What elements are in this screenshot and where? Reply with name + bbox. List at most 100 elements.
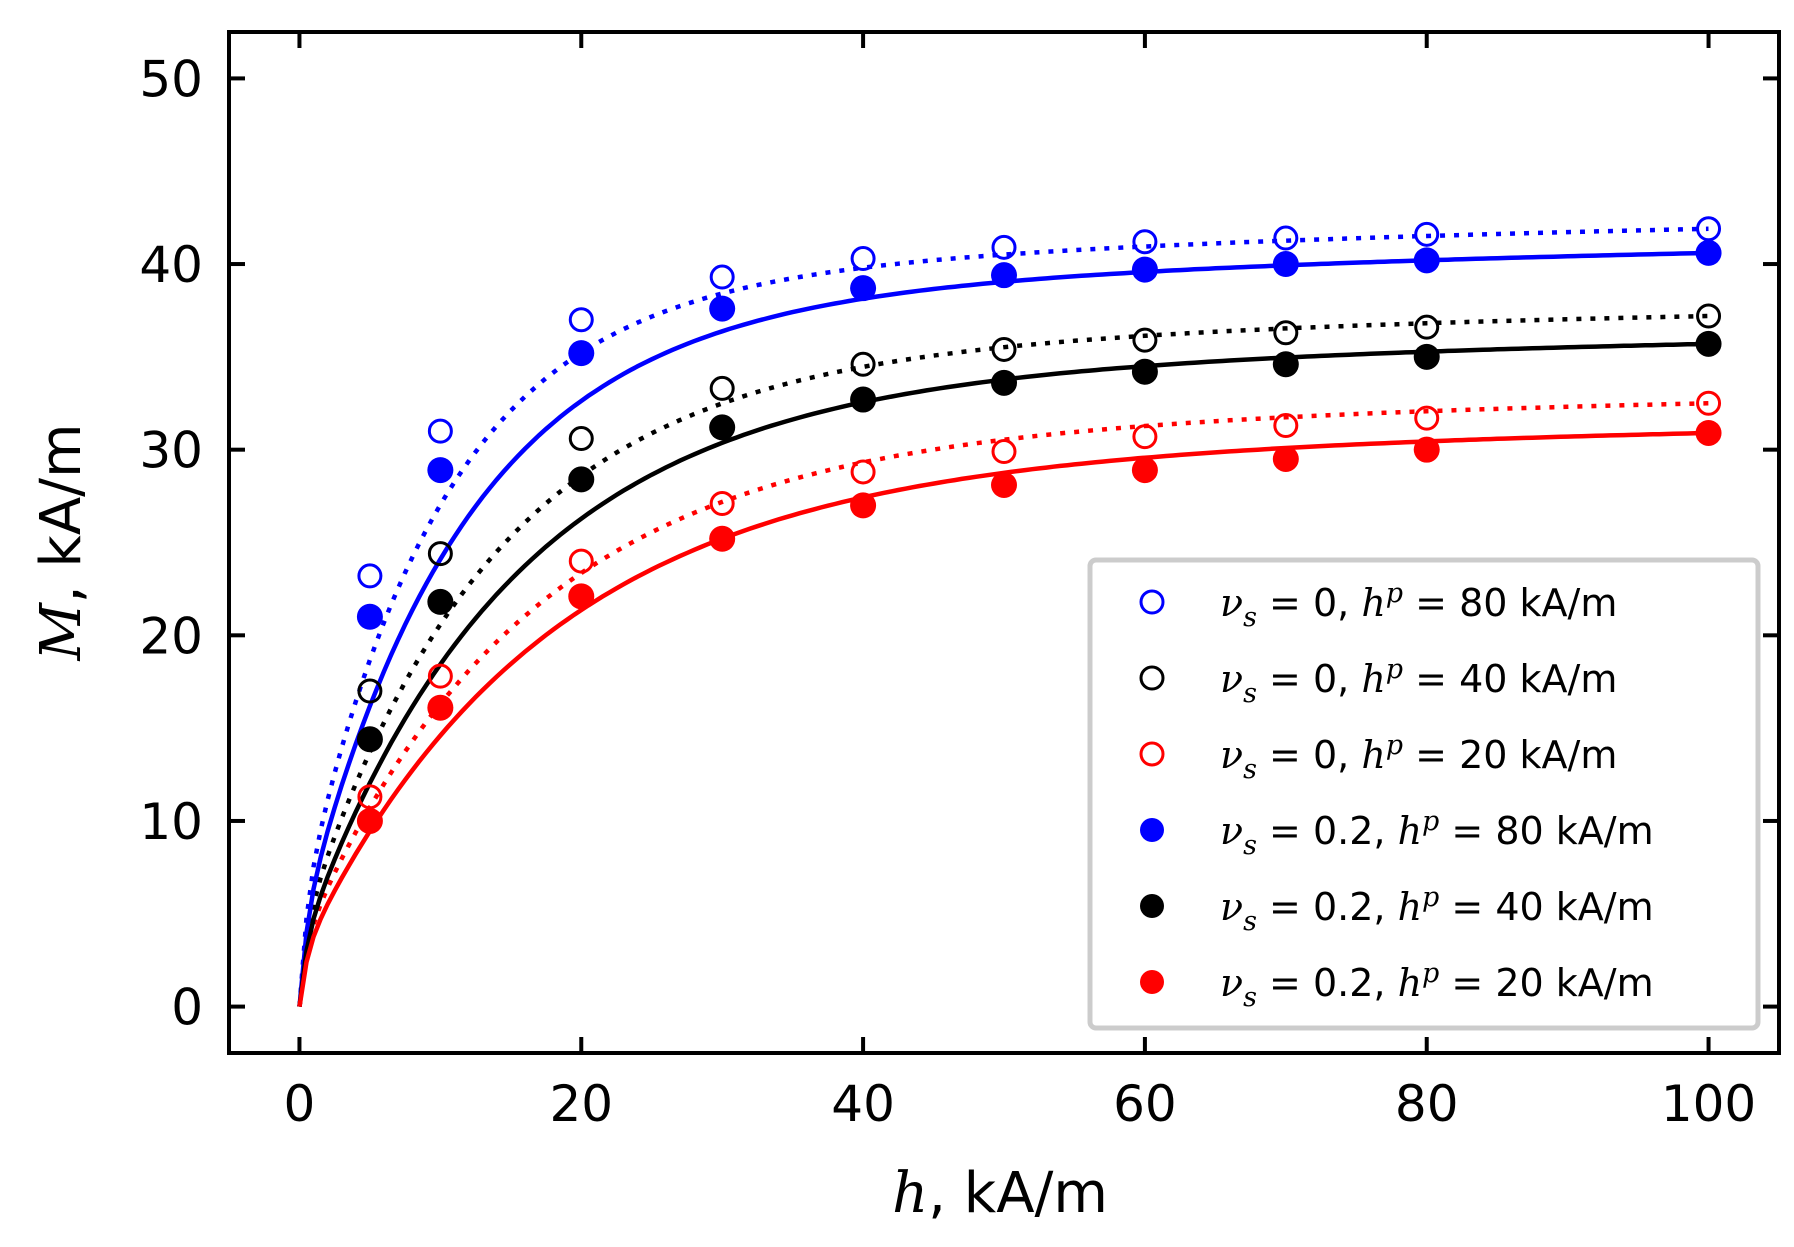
legend-label-part: p	[1422, 806, 1439, 837]
legend-label-part: s	[1243, 754, 1257, 785]
legend-entry: νs = 0.2, hp = 80 kA/m	[1140, 806, 1654, 861]
marker-open	[850, 351, 876, 377]
legend-marker-filled	[1140, 970, 1164, 994]
marker-filled	[427, 457, 454, 484]
marker-open	[1273, 225, 1299, 251]
legend-label-part: p	[1422, 882, 1439, 913]
legend-label-part: = 0,	[1257, 581, 1361, 625]
legend-label-part: s	[1243, 830, 1257, 861]
marker-open	[568, 426, 594, 452]
plot-frame	[227, 30, 1781, 1055]
marker-filled	[356, 603, 383, 630]
legend-label-part: = 0,	[1257, 657, 1361, 701]
legend-marker-filled	[1140, 894, 1164, 918]
y-axis-label-unit: , kA/m	[29, 423, 94, 603]
y-tick-label: 20	[139, 607, 203, 665]
legend-label-part: = 0.2,	[1257, 885, 1398, 929]
marker-filled	[1413, 343, 1440, 370]
x-axis-label-unit: , kA/m	[928, 1161, 1108, 1226]
legend-entry: νs = 0, hp = 20 kA/m	[1139, 730, 1617, 785]
legend-label-part: p	[1386, 730, 1403, 761]
marker-open	[991, 336, 1017, 362]
legend-label-part: ν	[1220, 581, 1243, 625]
marker-open	[709, 264, 735, 290]
legend-label-part: h	[1361, 581, 1385, 625]
y-tick-label: 30	[139, 422, 203, 480]
x-axis-label: h, kA/m	[892, 1161, 1108, 1226]
marker-filled	[709, 414, 736, 441]
marker-filled	[356, 726, 383, 753]
legend-entry: νs = 0, hp = 40 kA/m	[1139, 654, 1617, 709]
y-tick-label: 50	[139, 50, 203, 108]
marker-open	[850, 245, 876, 271]
legend-label-part: h	[1398, 809, 1422, 853]
marker-filled	[1695, 419, 1722, 446]
legend-label-part: = 40 kA/m	[1403, 657, 1617, 701]
marker-filled	[991, 262, 1017, 289]
marker-filled	[1272, 351, 1299, 378]
legend-label: νs = 0.2, hp = 20 kA/m	[1220, 958, 1654, 1013]
marker-filled	[1272, 251, 1299, 278]
legend-label-part: h	[1398, 885, 1422, 929]
legend-label-part: p	[1422, 958, 1439, 989]
marker-filled	[427, 588, 454, 615]
legend-label-part: p	[1386, 578, 1403, 609]
legend-label-part: = 0.2,	[1257, 961, 1398, 1005]
x-tick-label: 100	[1661, 1075, 1756, 1133]
markers-layer	[356, 216, 1722, 834]
legend-label-part: = 0,	[1257, 733, 1361, 777]
marker-filled	[427, 694, 454, 721]
marker-filled	[1695, 330, 1722, 357]
x-tick-label: 40	[831, 1075, 895, 1133]
legend-label-part: ν	[1220, 885, 1243, 929]
marker-open	[1696, 390, 1722, 416]
legend-label-part: ν	[1220, 961, 1243, 1005]
marker-open	[709, 491, 735, 517]
marker-filled	[709, 525, 736, 552]
marker-open	[991, 439, 1017, 465]
marker-open	[427, 663, 453, 689]
marker-filled	[1413, 436, 1440, 463]
x-tick-label: 60	[1113, 1075, 1177, 1133]
marker-open	[357, 784, 383, 810]
marker-filled	[568, 466, 595, 493]
x-tick-label: 20	[549, 1075, 613, 1133]
marker-open	[1273, 320, 1299, 346]
marker-open	[1273, 413, 1299, 439]
legend-marker-open	[1139, 741, 1165, 767]
legend-label-part: h	[1361, 657, 1385, 701]
ticks-layer	[229, 32, 1779, 1053]
legend-label: νs = 0, hp = 80 kA/m	[1220, 578, 1617, 633]
legend-label: νs = 0.2, hp = 40 kA/m	[1220, 882, 1654, 937]
legend-label-part: s	[1243, 602, 1257, 633]
marker-filled	[1131, 358, 1158, 385]
marker-filled	[1272, 445, 1299, 472]
legend-label-part: = 0.2,	[1257, 809, 1398, 853]
marker-open	[357, 563, 383, 589]
marker-open	[1696, 216, 1722, 242]
fit-line-1	[297, 226, 1709, 1007]
marker-filled	[850, 275, 877, 302]
legend-label-part: s	[1243, 678, 1257, 709]
legend-entry: νs = 0.2, hp = 20 kA/m	[1140, 958, 1654, 1013]
marker-open	[1414, 405, 1440, 431]
marker-filled	[1131, 256, 1158, 283]
legend-label-part: s	[1243, 982, 1257, 1013]
legend-label-part: = 20 kA/m	[1403, 733, 1617, 777]
marker-filled	[850, 492, 877, 519]
marker-open	[850, 459, 876, 485]
legend-label-part: ν	[1220, 733, 1243, 777]
legend-entry: νs = 0.2, hp = 40 kA/m	[1140, 882, 1654, 937]
marker-filled	[1131, 457, 1158, 484]
marker-filled	[568, 340, 595, 367]
legend-label-part: h	[1361, 733, 1385, 777]
y-axis-label-var: M	[29, 602, 94, 662]
y-tick-label: 0	[171, 979, 203, 1037]
marker-open	[709, 375, 735, 401]
legend-marker-filled	[1140, 818, 1164, 842]
marker-open	[991, 234, 1017, 260]
legend-label: νs = 0, hp = 20 kA/m	[1220, 730, 1617, 785]
marker-filled	[991, 471, 1017, 498]
